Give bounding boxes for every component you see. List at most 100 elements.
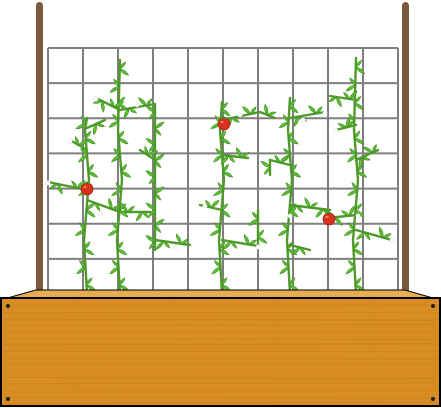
- leaf: [111, 189, 122, 196]
- leaf: [378, 226, 384, 239]
- leaf: [230, 241, 238, 249]
- leaf: [211, 266, 221, 275]
- leaf: [349, 77, 356, 86]
- leaf: [154, 121, 165, 129]
- leaf: [116, 248, 128, 256]
- flower: [237, 112, 243, 118]
- leaf: [337, 123, 347, 128]
- tomato-stem: [220, 116, 228, 120]
- vine-stem: [288, 110, 327, 120]
- leaf: [279, 266, 289, 275]
- leaf: [119, 68, 130, 76]
- leaf: [221, 203, 229, 211]
- wood-grain-line: [374, 301, 378, 403]
- leaf: [78, 154, 88, 163]
- leaf: [293, 115, 300, 128]
- vine-stem: [46, 180, 89, 192]
- leaf: [49, 183, 59, 189]
- leaf: [154, 127, 162, 136]
- leaf: [345, 84, 356, 92]
- leaf: [220, 155, 229, 165]
- tomato-highlight: [83, 185, 87, 189]
- tomato-vine-3: [198, 100, 277, 296]
- leaf: [222, 163, 229, 173]
- leaf: [77, 140, 90, 146]
- leaf: [155, 240, 165, 250]
- leaf: [218, 248, 230, 256]
- flower: [173, 244, 179, 250]
- wood-grain-line: [3, 401, 438, 404]
- leaf: [243, 234, 250, 246]
- leaf: [87, 163, 94, 173]
- leaf: [364, 231, 371, 241]
- leaf: [220, 138, 231, 145]
- leaf: [108, 197, 113, 210]
- leaf: [221, 277, 228, 286]
- leaf: [85, 130, 92, 139]
- leaf: [349, 90, 358, 100]
- leaf: [277, 229, 289, 236]
- leaf: [315, 106, 323, 114]
- flower: [67, 138, 73, 144]
- leaf: [356, 232, 366, 240]
- vine-stem: [115, 58, 124, 296]
- flower: [45, 180, 51, 186]
- leaf: [57, 183, 63, 195]
- vine-stem: [220, 238, 260, 248]
- leaf: [274, 154, 281, 163]
- leaf: [288, 138, 299, 145]
- wood-grain-line: [3, 323, 438, 326]
- leaf: [146, 150, 159, 156]
- leaf: [144, 145, 149, 156]
- leaf: [109, 85, 120, 93]
- tomato: [322, 211, 336, 226]
- trellis-post-right: [402, 2, 409, 298]
- leaf: [360, 156, 371, 161]
- leaf: [283, 148, 291, 156]
- leaf: [217, 182, 224, 191]
- leaf: [175, 233, 182, 245]
- leaf: [145, 235, 156, 243]
- vine-stem: [220, 153, 250, 160]
- leaf: [112, 222, 119, 231]
- wood-grain-line: [274, 301, 278, 403]
- leaf: [354, 130, 361, 139]
- leaf: [281, 189, 292, 196]
- leaf: [299, 247, 306, 256]
- leaf: [148, 176, 156, 185]
- flower: [202, 203, 208, 209]
- leaf: [264, 103, 269, 116]
- leaf: [92, 123, 97, 136]
- leaf: [348, 222, 355, 231]
- leaf: [86, 277, 93, 286]
- leaf: [228, 155, 236, 163]
- leaf: [349, 148, 357, 156]
- leaf: [348, 113, 355, 122]
- leaf: [85, 202, 96, 210]
- leaf: [222, 171, 234, 178]
- trellis-post-left: [36, 2, 43, 298]
- leaf: [347, 154, 357, 163]
- leaf: [257, 229, 265, 238]
- flower: [333, 128, 339, 134]
- leaf: [145, 170, 156, 178]
- leaf: [251, 211, 259, 220]
- leaf: [285, 182, 292, 191]
- leaf: [111, 154, 121, 163]
- leaf: [281, 259, 289, 268]
- leaf: [113, 148, 121, 156]
- leaf: [163, 240, 171, 249]
- wood-grain-line: [3, 377, 438, 380]
- flower: [255, 244, 261, 250]
- leaf: [304, 197, 311, 209]
- leaf: [81, 115, 87, 125]
- leaf: [214, 222, 221, 231]
- leaf: [230, 117, 240, 123]
- vine-stem: [328, 94, 358, 102]
- leaf: [289, 277, 296, 286]
- leaf: [135, 211, 143, 222]
- tomato-vine-1: [45, 115, 152, 296]
- leaf: [355, 59, 363, 68]
- leaf: [119, 277, 126, 286]
- vine-stem: [220, 110, 277, 122]
